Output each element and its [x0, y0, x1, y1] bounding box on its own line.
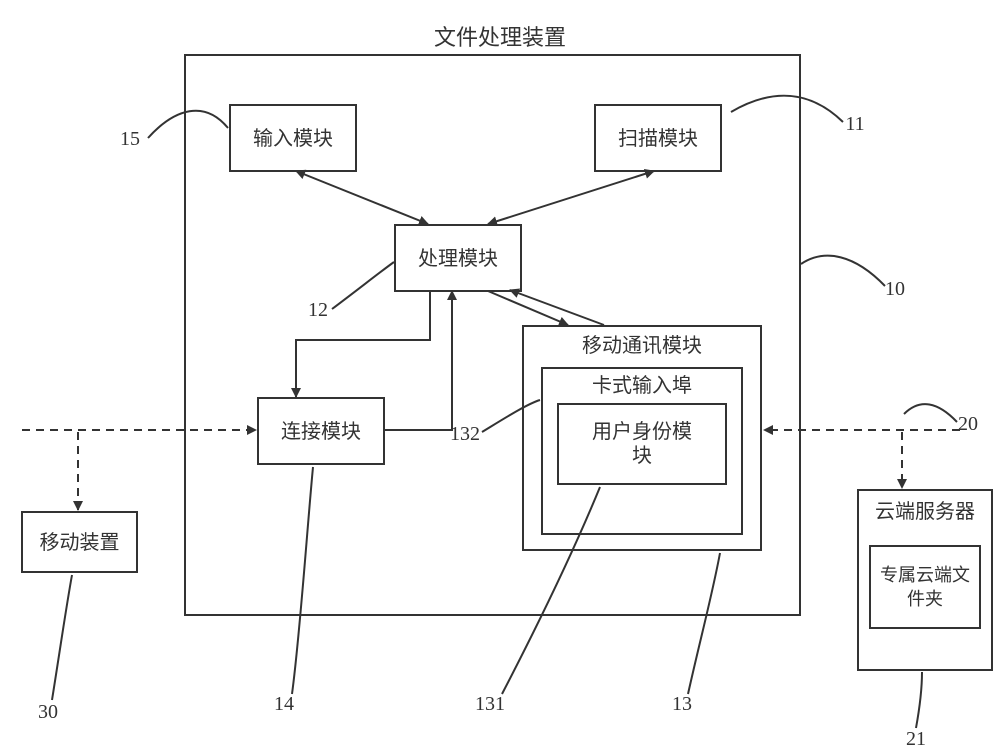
label-cardport: 卡式输入埠 — [592, 374, 692, 397]
callout-30: 30 — [38, 701, 58, 723]
leader-21 — [916, 672, 922, 728]
leader-20 — [904, 404, 957, 422]
label-cloudf-1: 专属云端文 — [880, 565, 970, 585]
label-mcomm: 移动通讯模块 — [582, 334, 702, 357]
callout-13: 13 — [672, 693, 692, 715]
callout-10: 10 — [885, 278, 905, 300]
callout-14: 14 — [274, 693, 294, 715]
callout-132: 132 — [450, 423, 480, 445]
title: 文件处理装置 — [434, 25, 566, 50]
callout-20: 20 — [958, 413, 978, 435]
callout-12: 12 — [308, 299, 328, 321]
label-cloudf-2: 件夹 — [907, 589, 943, 609]
callout-131: 131 — [475, 693, 505, 715]
label-input: 输入模块 — [253, 127, 333, 150]
label-scan: 扫描模块 — [618, 127, 698, 150]
leader-10 — [801, 256, 885, 286]
label-connect: 连接模块 — [281, 420, 361, 443]
label-uid-2: 块 — [632, 444, 652, 467]
label-cloud: 云端服务器 — [875, 500, 975, 523]
label-uid-1: 用户身份模 — [592, 420, 692, 443]
node-uid — [558, 404, 726, 484]
node-cloudf — [870, 546, 980, 628]
callout-15: 15 — [120, 128, 140, 150]
callout-21: 21 — [906, 728, 926, 750]
callout-11: 11 — [845, 113, 864, 135]
label-mobile: 移动装置 — [40, 531, 120, 554]
label-process: 处理模块 — [418, 247, 498, 270]
leader-30 — [52, 575, 72, 700]
